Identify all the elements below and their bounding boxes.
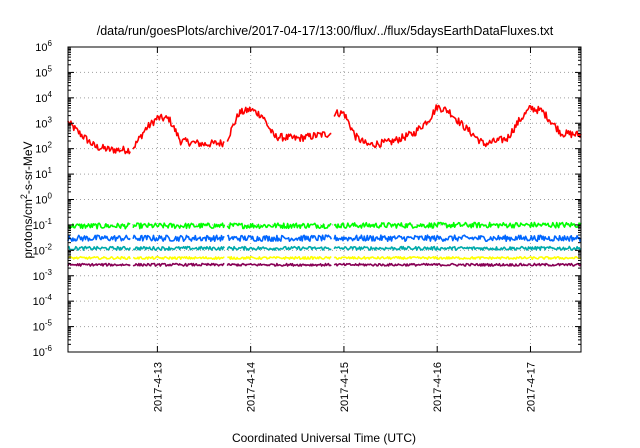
x-axis-label: Coordinated Universal Time (UTC) xyxy=(232,431,416,445)
series-layer xyxy=(67,104,582,267)
x-tick-label: 2017-4-17 xyxy=(525,362,537,412)
y-tick-label: 10-2 xyxy=(33,242,53,257)
series-line-3 xyxy=(67,234,582,242)
y-tick-label: 104 xyxy=(35,90,52,105)
x-tick-label: 2017-4-14 xyxy=(246,362,258,412)
series-line-2 xyxy=(67,221,582,230)
x-tick-labels: 2017-4-13 2017-4-14 2017-4-15 2017-4-16 2017… xyxy=(152,362,537,412)
chart-title: /data/run/goesPlots/archive/2017-04-17/1… xyxy=(97,24,554,38)
series-line-5 xyxy=(67,255,582,260)
y-tick-label: 103 xyxy=(35,115,52,130)
series-line-1 xyxy=(67,104,582,155)
y-tick-labels: 10-6 10-5 10-4 10-3 10-2 10-1 100 101 102 103 104 1… xyxy=(33,39,53,359)
y-axis-label-base: protons/cm xyxy=(21,199,35,258)
y-tick-label: 101 xyxy=(35,166,52,181)
y-axis-label-rest: -s-sr-MeV xyxy=(21,141,35,194)
y-axis-label: protons/cm2-s-sr-MeV xyxy=(19,141,35,258)
y-axis-label-sup: 2 xyxy=(19,194,29,199)
axis-ticks xyxy=(68,46,581,353)
x-tick-label: 2017-4-16 xyxy=(432,362,444,412)
y-tick-label: 10-4 xyxy=(33,293,53,308)
series-line-6 xyxy=(67,262,582,267)
y-tick-label: 105 xyxy=(35,64,52,79)
series-line-4 xyxy=(67,245,582,251)
y-tick-label: 10-1 xyxy=(33,217,53,232)
x-tick-label: 2017-4-13 xyxy=(152,362,164,412)
grid-lines xyxy=(68,47,581,352)
y-tick-label: 100 xyxy=(35,192,52,207)
y-tick-label: 10-3 xyxy=(33,268,53,283)
x-tick-label: 2017-4-15 xyxy=(339,362,351,412)
y-tick-label: 106 xyxy=(35,39,52,54)
y-tick-label: 10-6 xyxy=(33,344,53,359)
y-tick-label: 10-5 xyxy=(33,319,53,334)
y-tick-label: 102 xyxy=(35,141,52,156)
